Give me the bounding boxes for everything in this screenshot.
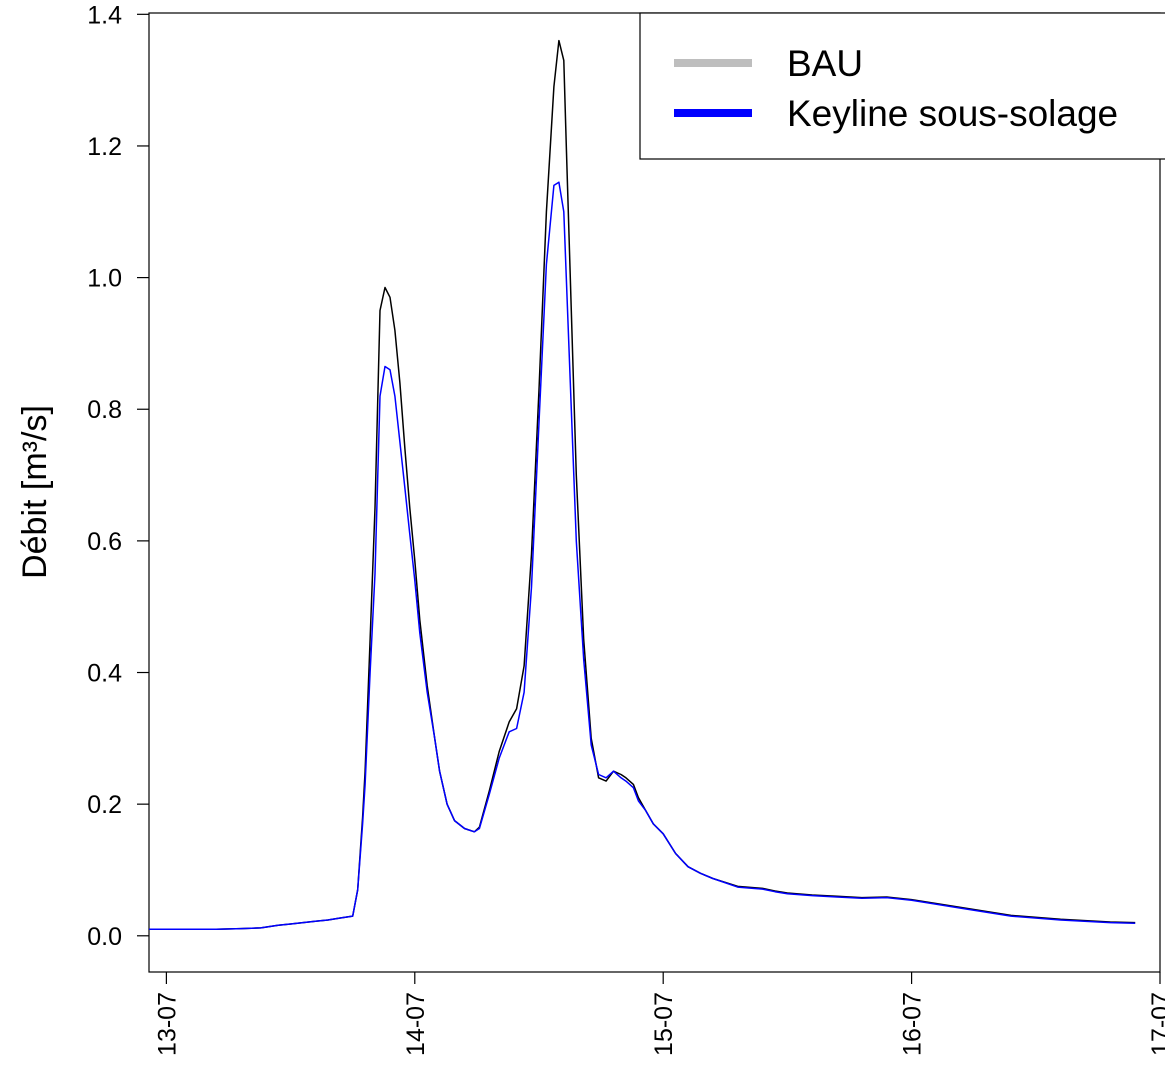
y-tick-label: 0.8 — [87, 396, 122, 424]
y-tick-label: 1.0 — [87, 265, 122, 293]
series-line-bau — [149, 39, 1136, 930]
x-tick-label: 17-07 — [1147, 992, 1165, 1056]
x-axis: 13-07 14-07 15-07 16-07 17-07 — [153, 972, 1165, 1056]
series-line-keyline — [149, 181, 1136, 930]
x-tick-label: 13-07 — [153, 992, 181, 1056]
y-tick-label: 0.6 — [87, 528, 122, 556]
y-axis: 0.0 0.2 0.4 0.6 0.8 1.0 1.2 1.4 — [87, 1, 149, 951]
legend-box — [639, 12, 1165, 160]
y-axis-label: Débit [m³/s] — [16, 405, 54, 579]
y-tick-label: 0.2 — [87, 791, 122, 819]
legend-label-bau: BAU — [787, 43, 863, 84]
x-tick-label: 15-07 — [650, 992, 678, 1056]
y-tick-label: 1.2 — [87, 133, 122, 161]
legend-label-keyline: Keyline sous-solage — [787, 93, 1118, 134]
y-tick-label: 0.4 — [87, 660, 122, 688]
x-tick-label: 16-07 — [899, 992, 927, 1056]
y-tick-label: 0.0 — [87, 923, 122, 951]
series-layer — [149, 39, 1136, 930]
y-tick-label: 1.4 — [87, 1, 122, 29]
x-tick-label: 14-07 — [402, 992, 430, 1056]
legend: BAU Keyline sous-solage — [639, 12, 1165, 160]
